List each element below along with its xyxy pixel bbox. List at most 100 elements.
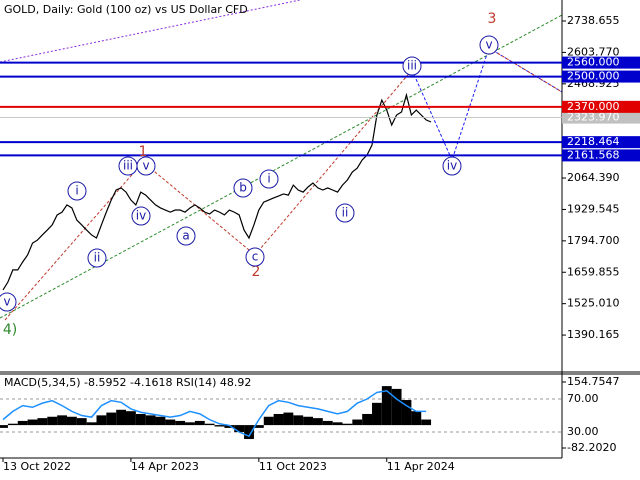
macd-bar [293, 415, 304, 426]
y-tick-label: 1525.010 [567, 297, 620, 310]
macd-bar [303, 416, 313, 426]
wave-label: a [182, 229, 189, 243]
macd-bar [352, 419, 363, 426]
macd-bar [322, 420, 333, 426]
macd-bar [273, 413, 284, 426]
y2-tick-label: 30.00 [567, 425, 599, 438]
macd-bar [96, 415, 107, 426]
price-line [2, 92, 432, 291]
macd-bar [57, 415, 67, 426]
level-tag [562, 136, 640, 149]
wave-circle [259, 169, 279, 189]
wave-label: iv [136, 209, 146, 223]
channel-line [0, 0, 301, 63]
wave-circle [233, 178, 253, 198]
y-tick-label: 1929.545 [567, 202, 620, 215]
level-label: 2560.000 [567, 56, 620, 69]
macd-bar [312, 418, 323, 426]
wave-line [4, 69, 413, 321]
wave-circle [136, 156, 156, 176]
macd-bar [126, 411, 136, 426]
wave-label: c [252, 250, 259, 264]
price-tag-label: 2323.970 [567, 111, 620, 124]
macd-bar [372, 402, 382, 426]
wave-label: ii [94, 251, 101, 265]
x-tick-label: 11 Oct 2023 [259, 460, 327, 473]
y-tick-label: 154.7547 [567, 375, 620, 388]
forecast-line [488, 47, 563, 93]
macd-bar [381, 386, 392, 426]
y-tick-label: 2064.390 [567, 171, 620, 184]
wave-label: ii [342, 206, 349, 220]
macd-bar [47, 416, 58, 426]
wave-label: iv [447, 159, 457, 173]
wave-label: iii [407, 59, 417, 73]
wave-circle [0, 292, 17, 312]
wave-label: b [239, 181, 247, 195]
macd-bar [0, 425, 8, 428]
level-tag [562, 149, 640, 162]
y-tick-label: -82.2020 [567, 441, 616, 454]
macd-bar [342, 423, 353, 426]
wave-label: 1 [139, 144, 148, 160]
macd-bar [244, 425, 254, 440]
wave-circle [335, 203, 355, 223]
macd-bar [253, 425, 264, 428]
macd-bar [27, 419, 38, 426]
macd-bar [76, 418, 87, 426]
y-tick-label: 2738.655 [567, 14, 620, 27]
macd-bar [204, 423, 215, 426]
macd-bar [263, 416, 274, 426]
macd-bar [86, 422, 97, 426]
x-tick-label: 13 Oct 2022 [3, 460, 71, 473]
wave-label: i [267, 172, 270, 186]
level-label: 2500.000 [567, 70, 620, 83]
wave-label: iii [123, 159, 133, 173]
macd-bar [224, 425, 235, 428]
level-tag [562, 56, 640, 69]
macd-bar [66, 416, 77, 426]
rsi-line [2, 389, 427, 438]
macd-bar [185, 422, 195, 426]
macd-bar [175, 420, 186, 426]
wave-label: 2 [252, 264, 261, 280]
wave-circle [131, 206, 151, 226]
wave-label: i [75, 184, 78, 198]
wave-circle [245, 247, 265, 267]
macd-bar [37, 418, 48, 426]
macd-bar [116, 409, 127, 426]
forecast-line [411, 47, 563, 162]
y-tick-label: 1659.855 [567, 265, 620, 278]
wave-circle [67, 181, 87, 201]
channel-line [0, 14, 563, 319]
level-tag [562, 100, 640, 113]
chart-title: GOLD, Daily: Gold (100 oz) vs US Dollar … [4, 3, 248, 16]
macd-bar [17, 420, 28, 426]
wave-circle [87, 248, 107, 268]
x-tick-label: 14 Apr 2023 [131, 460, 199, 473]
wave-label: 3 [488, 11, 497, 27]
wave-circle [402, 56, 422, 76]
price-tag [562, 111, 640, 124]
macd-bar [194, 420, 205, 426]
wave-circle [176, 226, 196, 246]
wave-label: v [485, 38, 492, 52]
level-label: 2161.568 [567, 148, 620, 161]
wave-circle [479, 35, 499, 55]
wave-label: 4) [3, 322, 17, 338]
macd-bar [332, 422, 343, 426]
macd-bar [391, 388, 402, 426]
y-tick-label: 2603.770 [567, 45, 620, 58]
macd-bar [234, 425, 245, 433]
wave-label: v [3, 295, 10, 309]
y-tick-label: 1390.165 [567, 328, 620, 341]
macd-bar [7, 423, 18, 426]
macd-bar [145, 415, 156, 426]
macd-bar [421, 419, 432, 426]
level-label: 2218.464 [567, 135, 620, 148]
x-tick-label: 11 Apr 2024 [387, 460, 455, 473]
macd-bar [362, 413, 373, 426]
macd-bar [155, 416, 166, 426]
